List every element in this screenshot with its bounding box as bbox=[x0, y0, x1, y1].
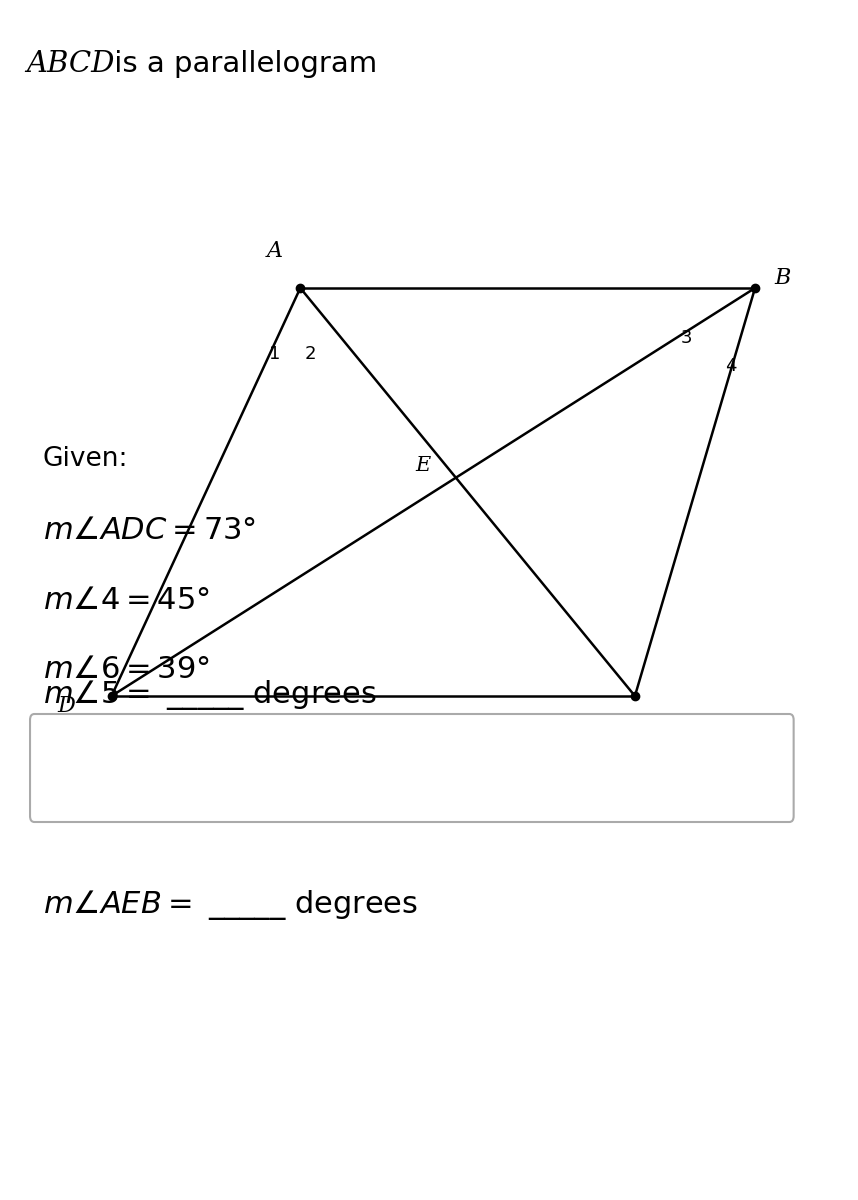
Text: $m\angle 6 = 39°$: $m\angle 6 = 39°$ bbox=[43, 655, 210, 684]
Text: E: E bbox=[415, 456, 431, 475]
Text: $m\angle 5 =$ _____ degrees: $m\angle 5 =$ _____ degrees bbox=[43, 678, 377, 712]
Text: 3: 3 bbox=[680, 330, 692, 348]
Text: A: A bbox=[267, 240, 282, 262]
Text: D: D bbox=[57, 695, 76, 716]
Text: $m\angle 4 = 45°$: $m\angle 4 = 45°$ bbox=[43, 586, 210, 614]
Text: is a parallelogram: is a parallelogram bbox=[105, 50, 377, 78]
Text: 2: 2 bbox=[305, 346, 317, 362]
Text: 5: 5 bbox=[646, 718, 658, 734]
Text: 4: 4 bbox=[725, 356, 737, 374]
Text: Given:: Given: bbox=[43, 446, 129, 473]
Text: $m\angle ADC = 73°$: $m\angle ADC = 73°$ bbox=[43, 516, 256, 545]
Text: 1: 1 bbox=[269, 346, 281, 362]
Text: $m\angle AEB =$ _____ degrees: $m\angle AEB =$ _____ degrees bbox=[43, 888, 418, 922]
Text: ABCD: ABCD bbox=[26, 50, 114, 78]
FancyBboxPatch shape bbox=[30, 714, 794, 822]
Text: B: B bbox=[774, 268, 790, 289]
Text: C: C bbox=[635, 734, 652, 756]
Text: 6: 6 bbox=[607, 718, 619, 734]
